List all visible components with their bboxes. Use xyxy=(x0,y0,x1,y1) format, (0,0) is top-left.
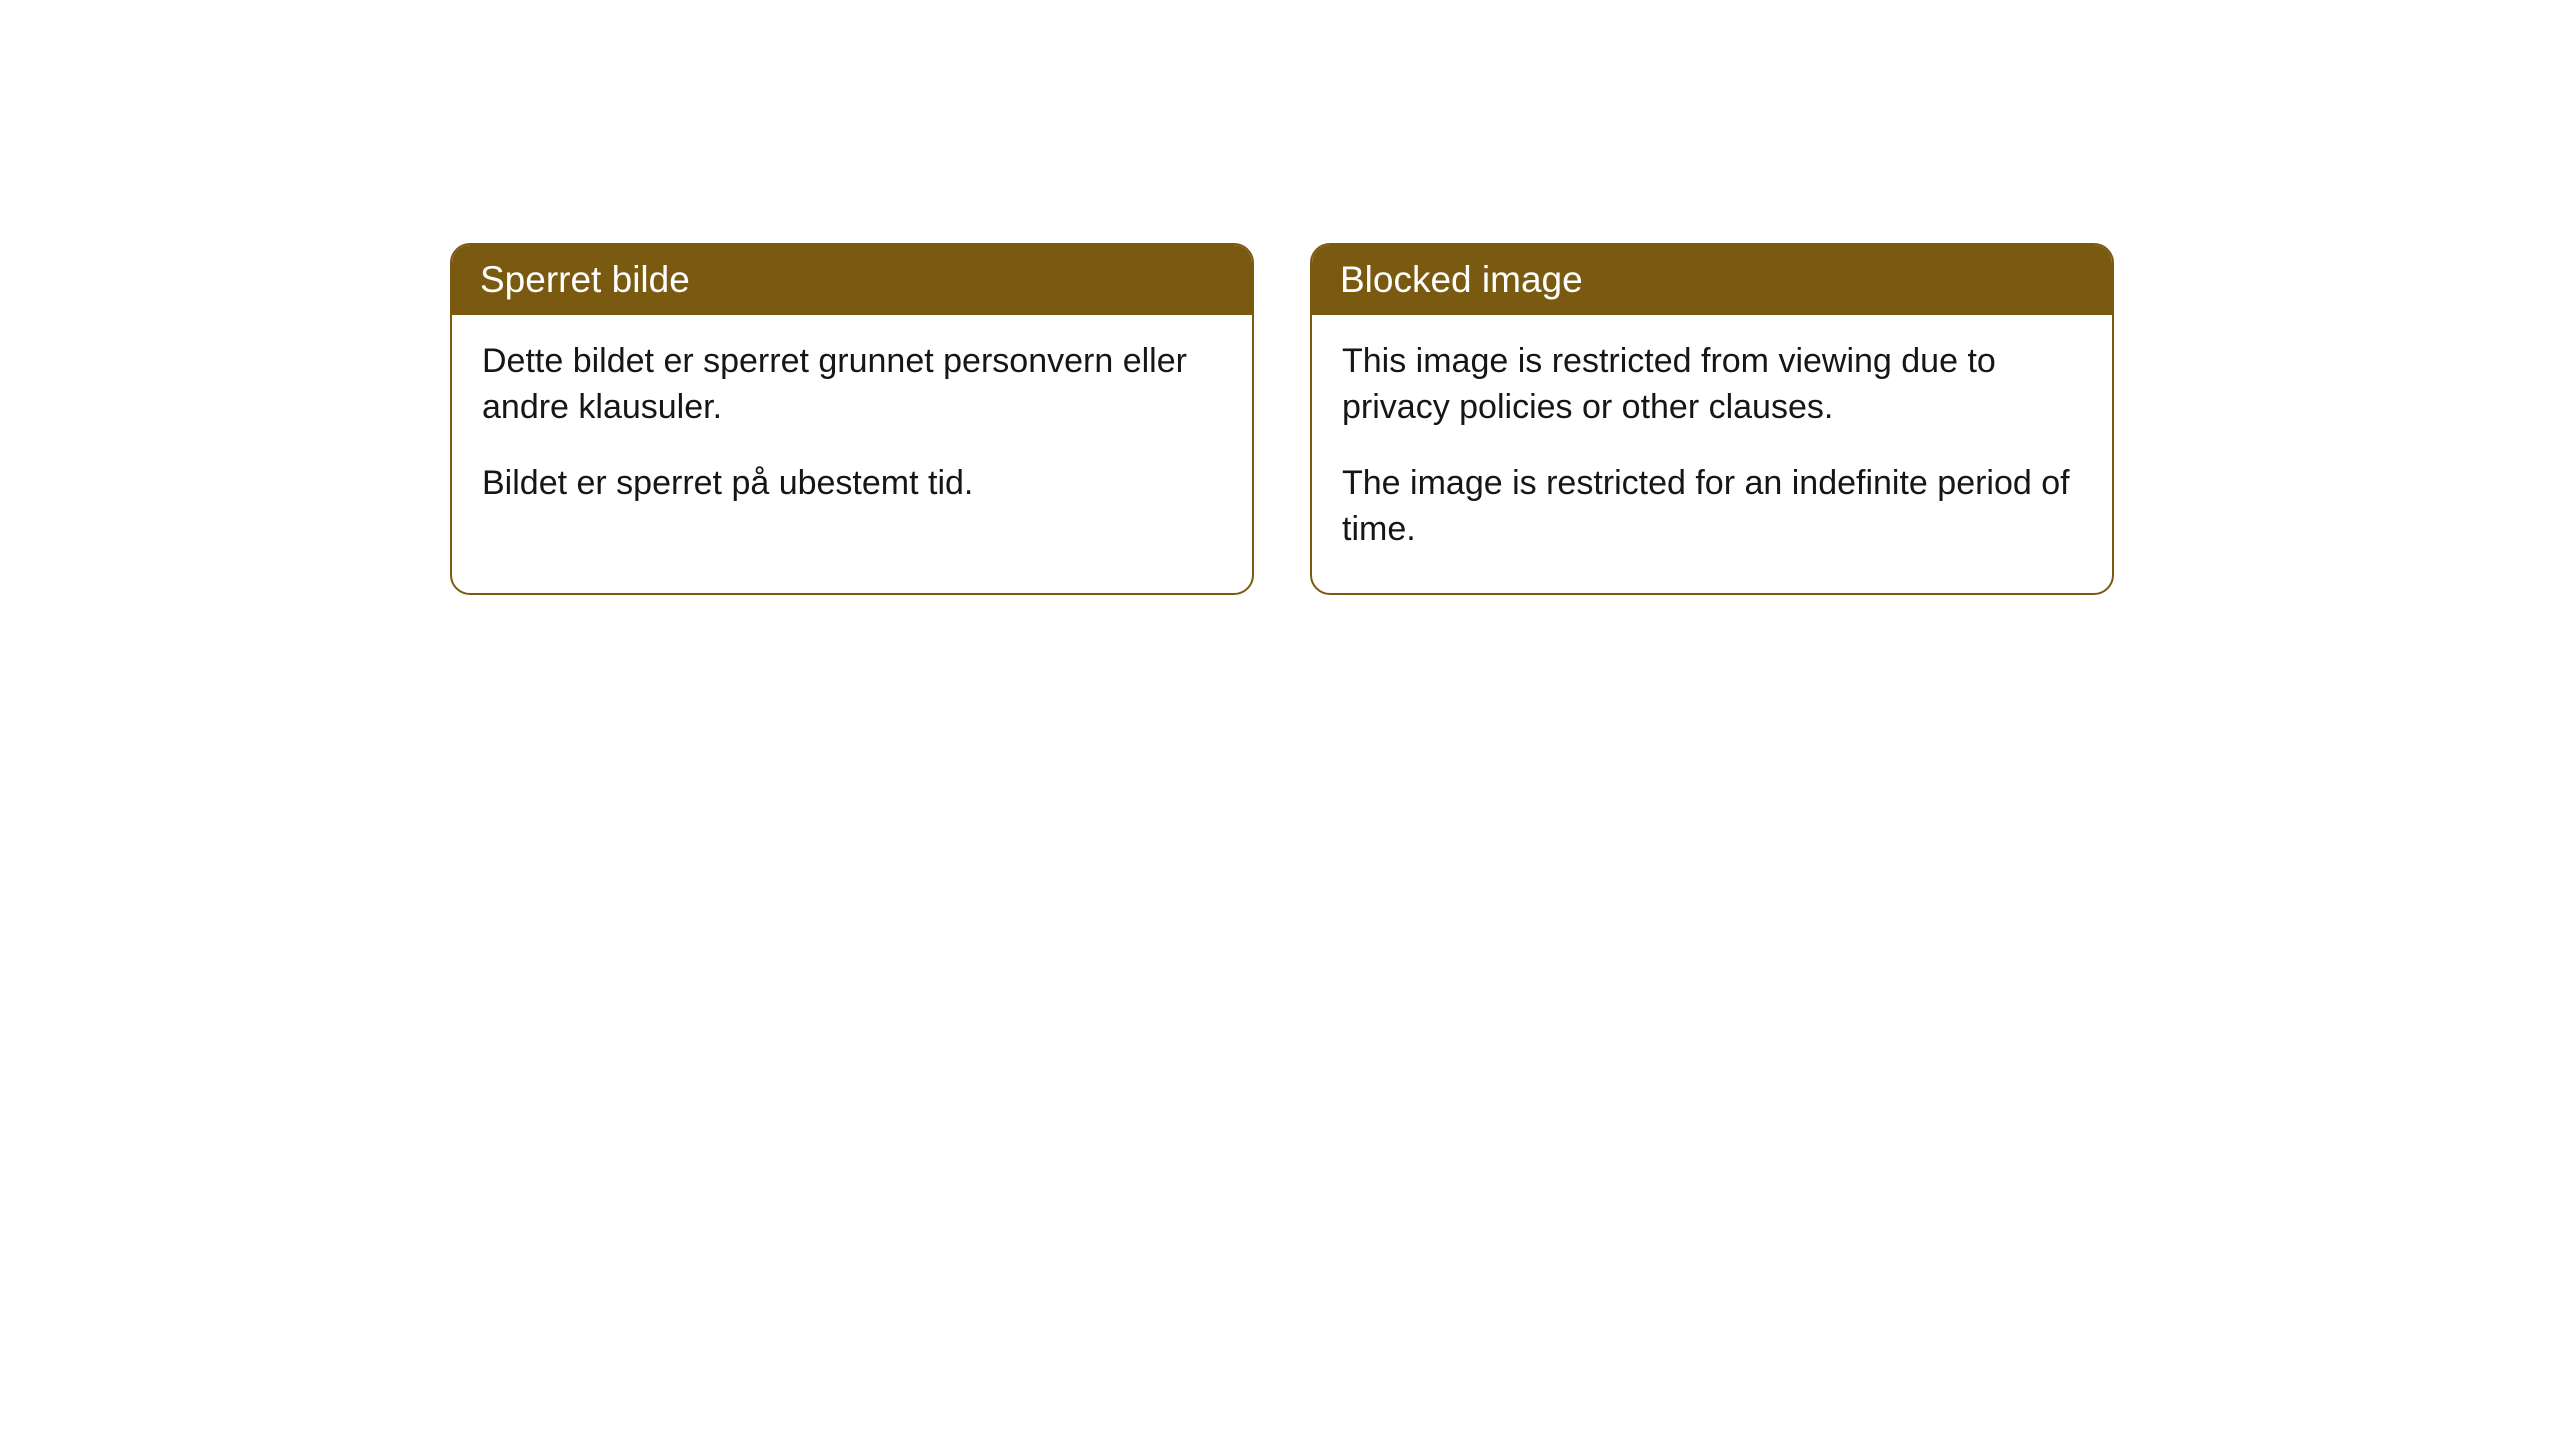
notice-card-body: Dette bildet er sperret grunnet personve… xyxy=(452,315,1252,547)
notice-card-title: Sperret bilde xyxy=(452,245,1252,315)
notice-card-paragraph: This image is restricted from viewing du… xyxy=(1342,339,2082,431)
notice-card-english: Blocked image This image is restricted f… xyxy=(1310,243,2114,595)
notice-card-body: This image is restricted from viewing du… xyxy=(1312,315,2112,593)
notice-card-title: Blocked image xyxy=(1312,245,2112,315)
notice-card-paragraph: Bildet er sperret på ubestemt tid. xyxy=(482,461,1222,507)
notice-cards-container: Sperret bilde Dette bildet er sperret gr… xyxy=(450,243,2114,595)
notice-card-paragraph: Dette bildet er sperret grunnet personve… xyxy=(482,339,1222,431)
notice-card-norwegian: Sperret bilde Dette bildet er sperret gr… xyxy=(450,243,1254,595)
notice-card-paragraph: The image is restricted for an indefinit… xyxy=(1342,461,2082,553)
